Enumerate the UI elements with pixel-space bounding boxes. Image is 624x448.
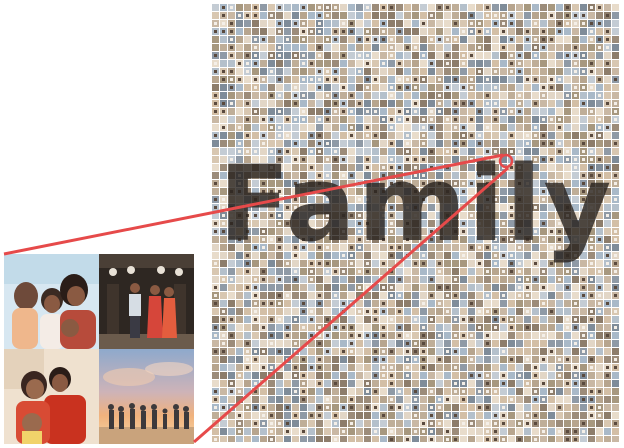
couple-traditional-dress-photo bbox=[99, 254, 194, 349]
zoom-inset bbox=[4, 254, 194, 444]
photo-mosaic: Family bbox=[212, 4, 620, 442]
family-selfie-photo bbox=[4, 349, 99, 444]
family-hug-photo bbox=[4, 254, 99, 349]
sunset-silhouettes-photo bbox=[99, 349, 194, 444]
mosaic-tiles bbox=[212, 4, 619, 442]
